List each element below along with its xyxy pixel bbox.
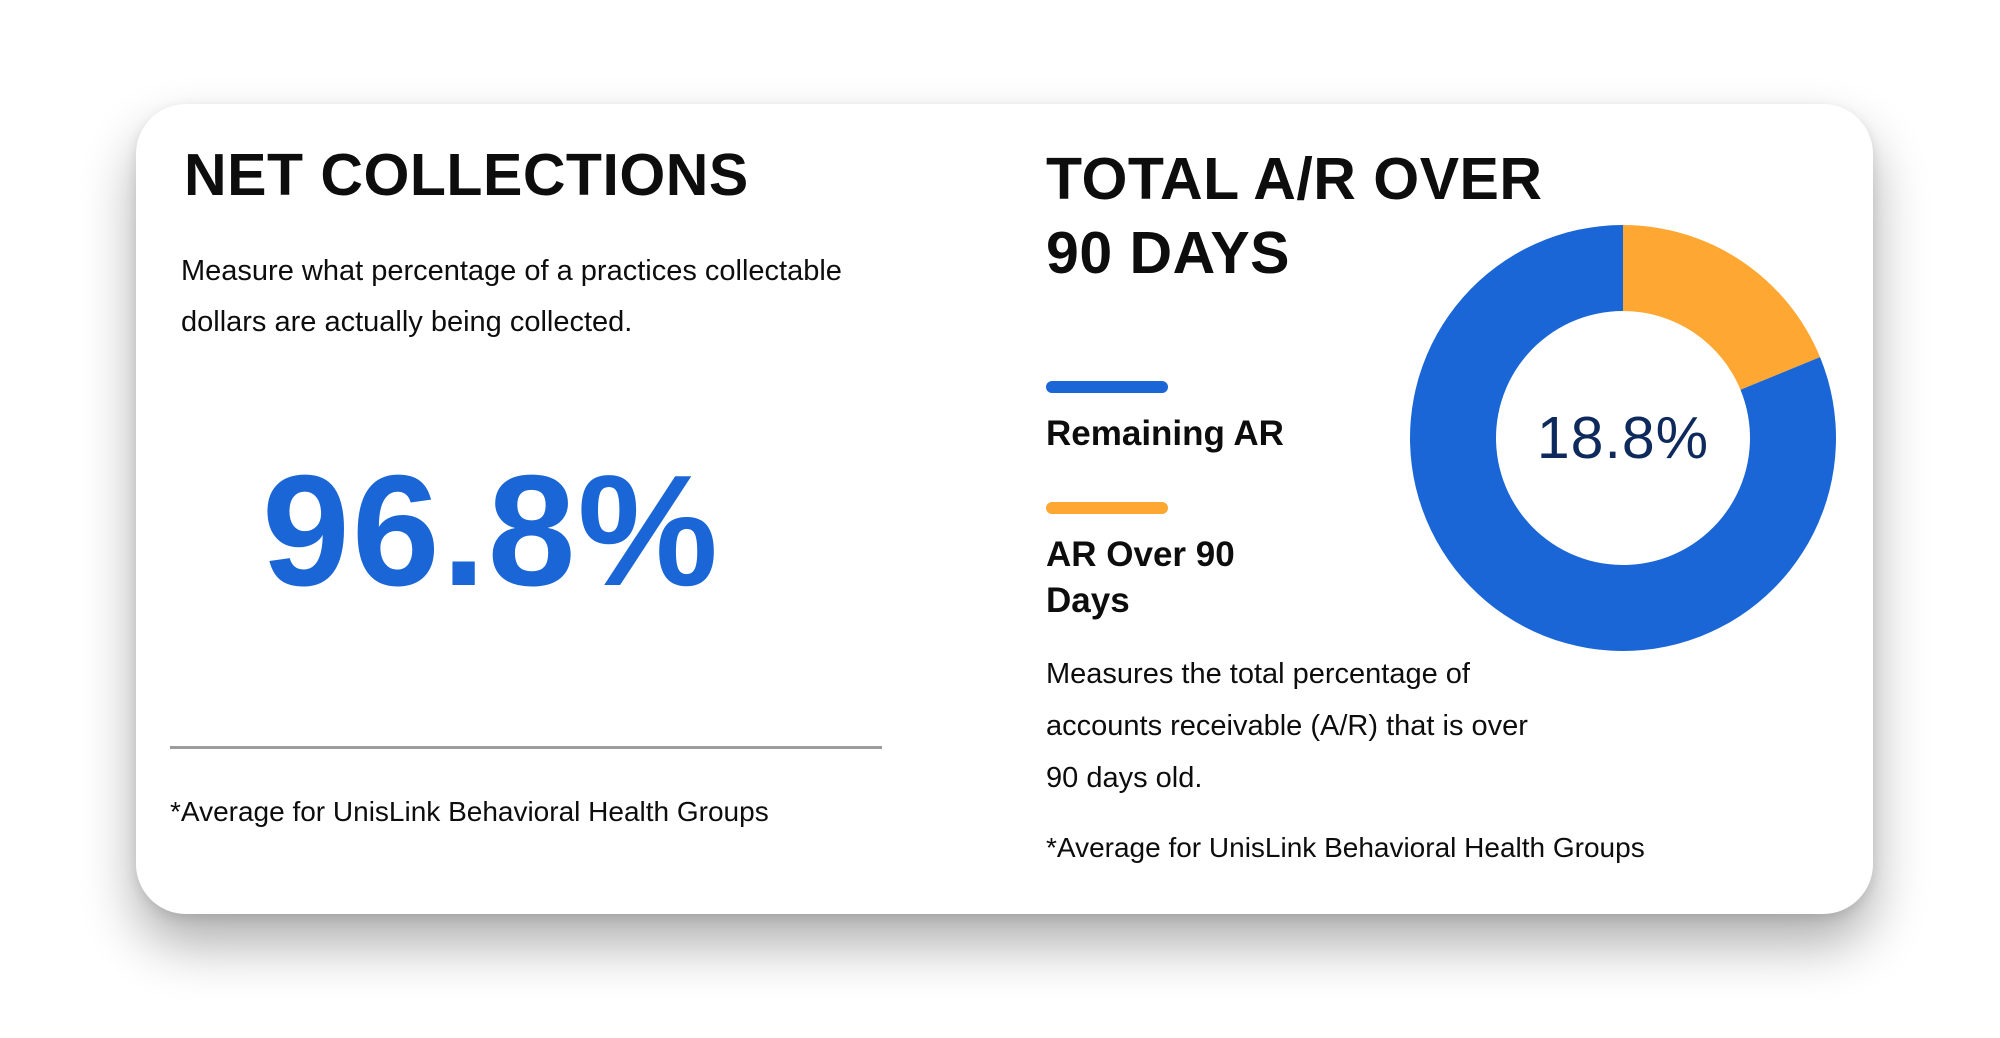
ar-over-90-description: Measures the total percentage of account… xyxy=(1046,658,1528,794)
legend-swatch-remaining-ar xyxy=(1046,381,1168,393)
net-collections-description: Measure what percentage of a practices c… xyxy=(181,255,842,338)
net-collections-title: NET COLLECTIONS xyxy=(184,142,749,208)
legend-label-remaining-ar: Remaining AR xyxy=(1046,414,1284,453)
ar-over-90-title: TOTAL A/R OVER 90 DAYS xyxy=(1046,146,1543,286)
legend-label-ar-over-90: AR Over 90 Days xyxy=(1046,535,1235,620)
legend-item-ar-over-90: AR Over 90 Days xyxy=(1046,502,1286,624)
donut-chart xyxy=(1410,225,1836,651)
legend-item-remaining-ar: Remaining AR xyxy=(1046,381,1284,457)
legend-swatch-ar-over-90 xyxy=(1046,502,1168,514)
divider xyxy=(170,746,882,749)
donut-slice-ar-over-90 xyxy=(1623,225,1821,390)
donut-center-label: 18.8% xyxy=(1536,405,1710,471)
ar-over-90-footnote: *Average for UnisLink Behavioral Health … xyxy=(1046,832,1645,863)
donut-slice-remaining-ar xyxy=(1410,225,1836,651)
net-collections-value: 96.8% xyxy=(261,443,720,619)
kpi-card: NET COLLECTIONS Measure what percentage … xyxy=(136,104,1873,914)
net-collections-footnote: *Average for UnisLink Behavioral Health … xyxy=(170,796,769,827)
